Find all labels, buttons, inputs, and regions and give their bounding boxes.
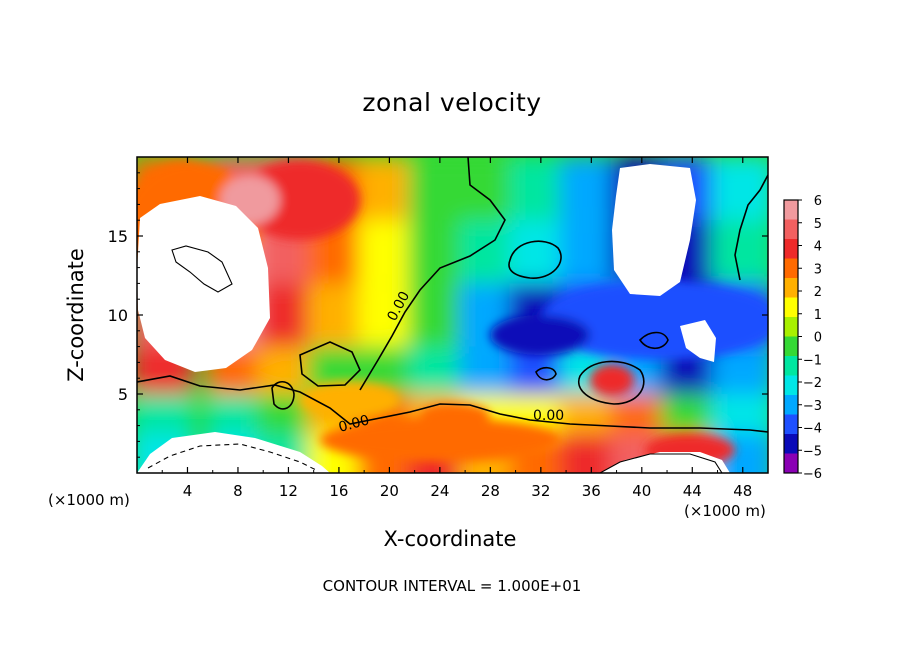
contour-label: 0.00: [337, 412, 371, 436]
colorbar-swatch: [784, 453, 798, 474]
colorbar-tick-label: −2: [803, 376, 822, 391]
contour-floor-right: [599, 453, 723, 473]
colorbar-tick-label: 3: [814, 262, 822, 277]
colorbar-swatch: [784, 395, 798, 415]
x-tick-label: 32: [531, 482, 550, 500]
colorbar-swatch: [784, 317, 798, 337]
field-cell: [711, 220, 768, 284]
y-axis-title: Z-coordinate: [64, 248, 88, 382]
contour-label: 0.00: [533, 408, 564, 424]
colorbar-swatch: [784, 414, 798, 435]
x-tick-label: 8: [233, 482, 243, 500]
x-axis: 4 8 12 16 20 24 28 32 36 40 44 48: [161, 157, 752, 500]
colorbar-swatch: [784, 375, 798, 396]
x-tick-label: 16: [329, 482, 348, 500]
colorbar-swatch: [784, 356, 798, 376]
feature-warm-mid: [420, 403, 490, 427]
contour-island-blue: [508, 240, 562, 279]
colorbar-tick-label: 5: [814, 217, 822, 232]
colorbar-swatch: [784, 200, 798, 220]
colorbar-swatch: [784, 434, 798, 454]
y-tick-label: 5: [118, 385, 128, 404]
x-tick-label: 20: [380, 482, 399, 500]
x-tick-label: 44: [683, 482, 702, 500]
field-cell: [711, 157, 768, 221]
contour-main-diagonal: [359, 157, 506, 391]
colorbar-swatch: [784, 258, 798, 279]
x-tick-label: 28: [481, 482, 500, 500]
masked-region-lower-left: [137, 432, 330, 473]
colorbar-swatch: [784, 239, 798, 259]
contour-interval-note: CONTOUR INTERVAL = 1.000E+01: [322, 577, 582, 595]
colorbar-tick-label: −4: [803, 422, 822, 437]
x-axis-unit-label: (×1000 m): [684, 502, 766, 520]
contour-blob-right-small: [638, 331, 669, 350]
colorbar-tick-label: −3: [803, 399, 822, 414]
masked-region-upper-right: [612, 164, 696, 296]
contour-main-lower: [137, 375, 768, 433]
y-axis-unit-label: (×1000 m): [48, 491, 130, 509]
colorbar-tick-label: 6: [814, 194, 822, 209]
colorbar-tick-label: 2: [814, 285, 822, 300]
y-tick-label: 15: [108, 227, 128, 246]
colorbar-swatch: [784, 297, 798, 318]
feature-warm-mid-left: [300, 382, 400, 418]
velocity-field: 0.00 0.00 0.00: [137, 157, 768, 473]
colorbar-tick-label: −6: [803, 467, 822, 482]
feature-warm-eddy-right: [590, 364, 634, 396]
contour-blob-small: [271, 381, 295, 410]
masked-region-small-right: [680, 320, 716, 362]
chart-title: zonal velocity: [362, 88, 542, 117]
contour-blob-mid-left: [299, 341, 361, 387]
colorbar-tick-label: −5: [803, 444, 822, 459]
contour-blob-tiny: [535, 366, 557, 381]
zero-contours: [137, 157, 768, 473]
x-tick-label: 24: [430, 482, 449, 500]
feature-cold-core-mid: [490, 315, 590, 355]
contour-right-edge: [734, 174, 768, 281]
x-axis-title: X-coordinate: [383, 527, 517, 551]
x-tick-label: 40: [632, 482, 651, 500]
y-tick-label: 10: [108, 306, 128, 325]
colorbar-tick-label: 4: [814, 240, 822, 255]
x-tick-label: 36: [582, 482, 601, 500]
x-tick-label: 12: [279, 482, 298, 500]
contour-eddy-right: [577, 360, 645, 405]
colorbar-swatch: [784, 336, 798, 357]
feature-warm-floor-band: [320, 418, 560, 462]
colorbar-tick-label: −1: [803, 353, 822, 368]
colorbar-swatch: [784, 219, 798, 240]
colorbar-tick-label: 1: [814, 308, 822, 323]
x-tick-label: 4: [183, 482, 193, 500]
colorbar: 6 5 4 3 2 1 0 −1 −2 −3 −4 −5 −6: [783, 194, 822, 482]
colorbar-swatch: [784, 278, 798, 298]
colorbar-tick-label: 0: [814, 331, 822, 346]
x-tick-label: 48: [733, 482, 752, 500]
contour-inside-mask: [171, 245, 233, 293]
masked-region-lower-right: [600, 452, 730, 473]
y-axis: 5 10 15: [108, 172, 768, 458]
feature-warm-jet-top: [240, 160, 360, 240]
